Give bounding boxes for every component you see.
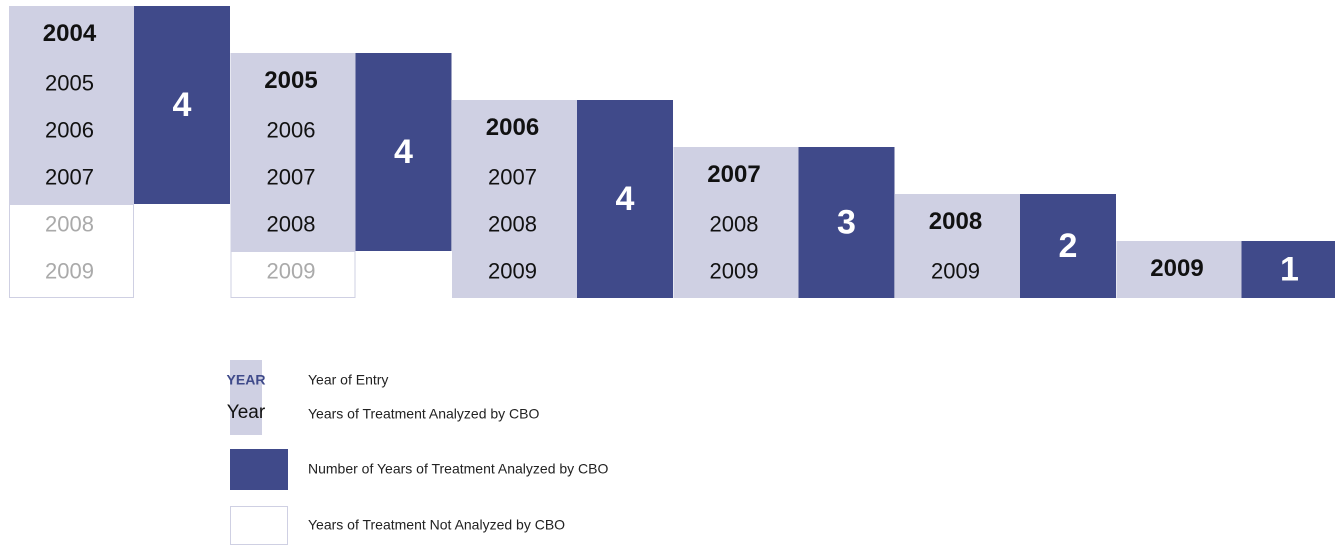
count-block [355,53,452,251]
entry-block [452,100,577,298]
count-block [134,6,230,204]
legend: YEAR Year Year of Entry Years of Treatme… [227,360,608,545]
legend-analyzed-sample: Year [227,402,266,423]
analyzed-year: 2007 [267,164,316,189]
not-analyzed-block [9,204,134,298]
count-block [798,147,895,298]
not-analyzed-block [230,251,356,298]
entry-block [895,194,1020,298]
count: 4 [616,180,635,218]
count-block [1020,194,1116,298]
count: 4 [394,133,413,171]
not-analyzed-year: 2009 [267,258,316,283]
count-block [577,100,673,298]
entry-block [9,6,134,204]
analyzed-year: 2007 [45,164,94,189]
legend-count-label: Number of Years of Treatment Analyzed by… [308,461,608,477]
entry-year: 2009 [1150,255,1203,282]
analyzed-year: 2008 [710,211,759,236]
not-analyzed-year: 2008 [45,211,94,236]
legend-count-swatch [230,449,288,490]
entry-year: 2006 [486,114,539,141]
count: 2 [1059,227,1078,265]
count: 1 [1280,250,1299,288]
legend-not-analyzed-label: Years of Treatment Not Analyzed by CBO [308,517,565,533]
legend-analyzed-label: Years of Treatment Analyzed by CBO [308,406,539,422]
count-block [1241,241,1335,298]
legend-analyzed-swatch [230,360,262,435]
entry-year: 2007 [707,161,760,188]
legend-entry-sample: YEAR [227,372,266,388]
analyzed-year: 2006 [45,117,94,142]
not-analyzed-year: 2009 [45,258,94,283]
entry-year: 2008 [929,208,982,235]
entry-year: 2004 [43,20,97,47]
analyzed-year: 2008 [267,211,316,236]
count: 4 [173,86,192,124]
analyzed-year: 2007 [488,164,537,189]
entry-block [673,147,799,298]
legend-not-analyzed-swatch [230,506,288,545]
analyzed-year: 2005 [45,70,94,95]
count: 3 [837,203,856,241]
legend-entry-label: Year of Entry [308,372,388,388]
analyzed-year: 2006 [267,117,316,142]
analyzed-year: 2008 [488,211,537,236]
entry-block [1116,241,1242,298]
analyzed-year: 2009 [931,258,980,283]
analyzed-year: 2009 [710,258,759,283]
entry-block [230,53,356,251]
analyzed-year: 2009 [488,258,537,283]
entry-year: 2005 [264,67,317,94]
